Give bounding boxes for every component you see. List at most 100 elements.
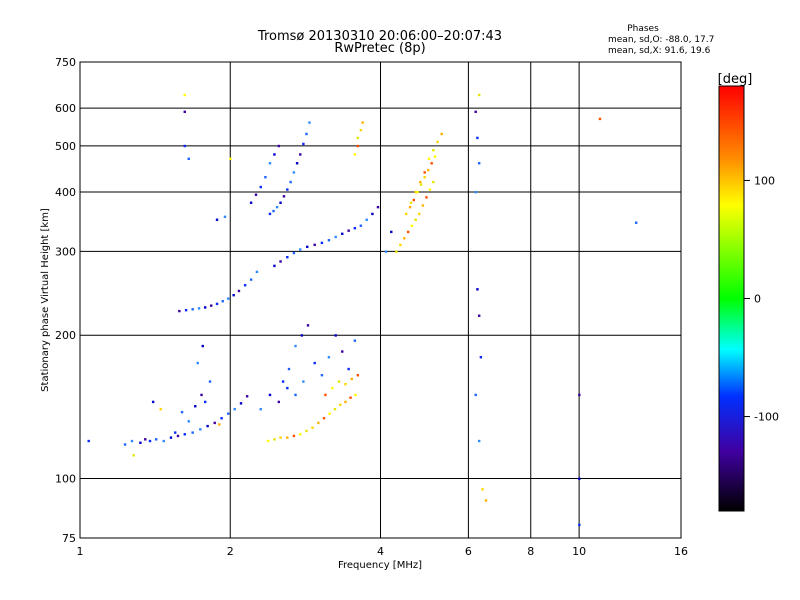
data-point: [130, 439, 134, 443]
y-axis-label: Stationary phase Virtual Height [km]: [40, 208, 51, 392]
data-point: [220, 417, 223, 420]
data-point: [279, 201, 282, 204]
y-tick-label: 300: [55, 245, 76, 258]
data-point: [245, 395, 249, 398]
data-point: [266, 439, 270, 443]
data-point: [208, 380, 212, 383]
data-point: [427, 157, 431, 161]
data-point: [292, 434, 296, 438]
data-point: [313, 361, 316, 365]
data-point: [273, 438, 276, 441]
data-point: [432, 148, 435, 152]
data-point: [306, 324, 310, 327]
data-point: [399, 243, 402, 247]
data-point: [191, 431, 194, 434]
data-point: [286, 256, 289, 259]
chart-title: Tromsø 20130310 20:06:00–20:07:43: [257, 29, 502, 44]
data-point: [239, 402, 243, 405]
data-point: [331, 386, 334, 390]
data-point: [361, 121, 364, 124]
data-point: [405, 212, 408, 216]
data-point: [425, 196, 428, 199]
data-point: [227, 297, 230, 300]
x-tick-label: 8: [527, 545, 534, 558]
data-point: [440, 132, 443, 136]
data-point: [598, 117, 602, 121]
data-point: [123, 443, 127, 446]
data-point: [313, 243, 316, 247]
data-point: [286, 188, 289, 191]
stats-line-o: mean, sd,O: -88.0, 17.7: [608, 35, 714, 45]
data-point: [311, 426, 314, 429]
data-point: [199, 428, 202, 431]
data-point: [421, 204, 425, 207]
data-point: [209, 304, 213, 307]
data-point: [279, 436, 282, 439]
data-point: [327, 356, 331, 359]
data-point: [474, 110, 477, 114]
data-point: [218, 423, 221, 426]
data-point: [229, 157, 232, 161]
data-point: [286, 386, 289, 390]
data-point: [474, 393, 477, 397]
x-axis-label: Frequency [MHz]: [338, 560, 422, 571]
data-point: [479, 356, 483, 359]
data-point: [371, 212, 374, 216]
data-point: [477, 162, 481, 165]
data-point: [295, 162, 299, 165]
data-point: [578, 523, 581, 527]
data-point: [328, 412, 331, 415]
data-point: [155, 438, 158, 441]
data-point: [341, 350, 344, 353]
data-point: [268, 393, 272, 397]
data-point: [299, 248, 302, 251]
data-point: [428, 188, 432, 191]
data-point: [206, 424, 209, 428]
data-point: [191, 308, 194, 311]
data-point: [317, 421, 320, 425]
data-point: [173, 431, 177, 434]
data-point: [423, 175, 426, 179]
data-point: [187, 420, 190, 423]
colorbar-label: [deg]: [718, 72, 753, 87]
data-point: [477, 314, 481, 317]
data-point: [268, 162, 272, 165]
x-tick-label: 10: [572, 545, 586, 558]
data-point: [184, 308, 188, 312]
data-point: [249, 201, 253, 204]
x-tick-label: 4: [377, 545, 384, 558]
chart-subtitle: RwPretec (8p): [334, 41, 425, 56]
data-point: [187, 157, 190, 161]
x-tick-label: 6: [465, 545, 472, 558]
data-point: [279, 260, 282, 263]
data-point: [197, 307, 201, 310]
data-point: [213, 421, 216, 425]
data-point: [183, 433, 186, 436]
data-point: [322, 417, 326, 420]
data-point: [344, 400, 347, 404]
data-point: [433, 155, 437, 158]
data-point: [273, 153, 276, 156]
y-axis-ticks: 75 100 200 300 400 500 600 750: [55, 56, 76, 545]
data-point: [390, 230, 393, 234]
data-point: [334, 235, 337, 239]
data-point: [354, 393, 357, 397]
data-point: [353, 153, 357, 156]
data-point: [337, 380, 341, 383]
data-point: [412, 198, 416, 202]
data-point: [423, 171, 426, 174]
data-point: [419, 180, 422, 184]
data-point: [201, 344, 204, 348]
data-point: [289, 180, 292, 184]
grid-lines: [80, 62, 681, 538]
data-point: [203, 306, 207, 309]
data-point: [183, 144, 186, 148]
data-point: [634, 221, 638, 224]
data-point: [334, 334, 337, 337]
data-point: [395, 250, 398, 253]
data-point: [178, 309, 181, 313]
data-point: [264, 175, 267, 179]
data-point: [347, 367, 350, 371]
data-point: [215, 218, 219, 221]
